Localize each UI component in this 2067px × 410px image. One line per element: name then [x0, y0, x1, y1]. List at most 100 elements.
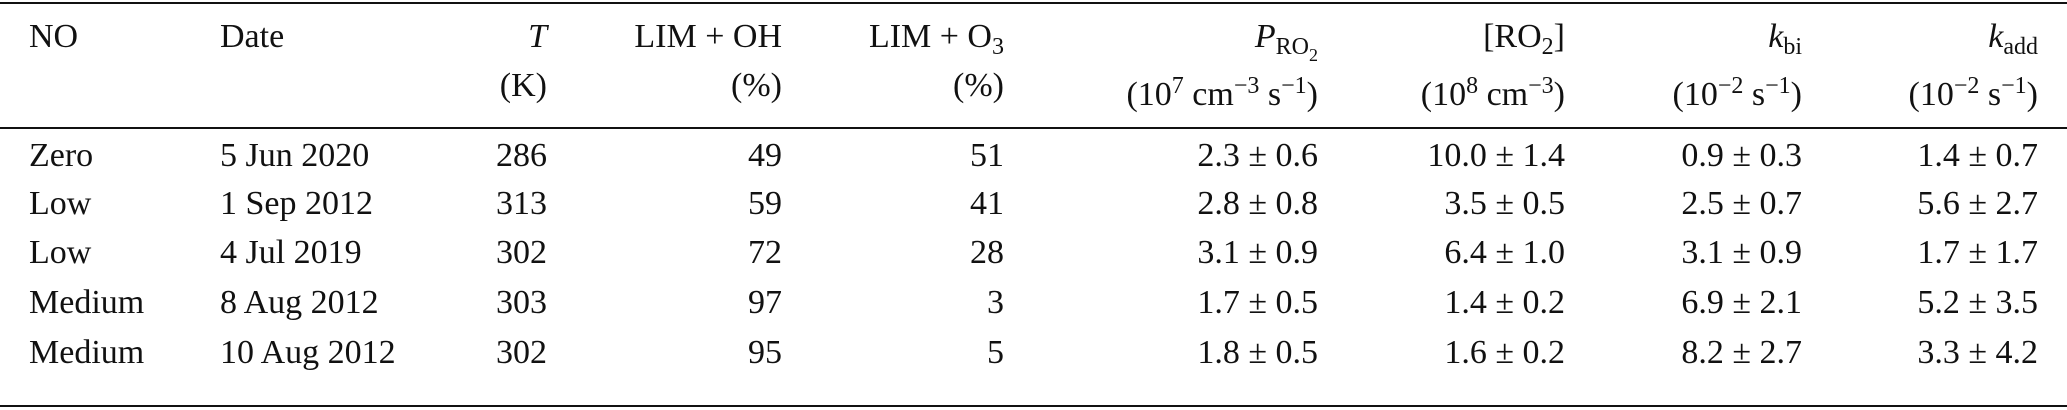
header-text: T	[528, 18, 547, 55]
table-cell: 303	[496, 284, 547, 321]
table-cell: 3	[987, 284, 1004, 321]
header-text: Date	[220, 18, 285, 55]
header-cell: (10−2 s−1)	[1909, 69, 2038, 112]
table-cell: Low	[29, 234, 92, 271]
table-cell: 3.5 ± 0.5	[1444, 185, 1565, 222]
header-text: P	[1254, 18, 1276, 55]
table-cell: 95	[748, 334, 782, 371]
header-text: (10	[1672, 76, 1718, 113]
table-cell: 72	[748, 234, 782, 271]
table-cell: Zero	[29, 137, 94, 174]
header-text: 8	[1466, 73, 1479, 99]
header-cell: (108 cm−3)	[1421, 69, 1565, 112]
table-cell: 1 Sep 2012	[220, 185, 373, 222]
table-cell: 5	[987, 334, 1004, 371]
table-cell: 49	[748, 137, 782, 174]
table-cell: 1.7 ± 1.7	[1917, 234, 2038, 271]
header-text: 3	[992, 34, 1004, 60]
header-cell: LIM + OH	[634, 20, 782, 54]
table-cell: 59	[748, 185, 782, 222]
header-cell: (107 cm−3 s−1)	[1126, 69, 1318, 112]
table-cell: 3.3 ± 4.2	[1917, 334, 2038, 371]
header-text: s	[1259, 76, 1282, 113]
table-cell: 313	[496, 185, 547, 222]
header-text: 2	[1541, 34, 1554, 60]
header-text: 2	[1309, 45, 1318, 65]
table-cell: 10 Aug 2012	[220, 334, 396, 371]
table-cell: 28	[970, 234, 1004, 271]
table-cell: 302	[496, 234, 547, 271]
header-cell: kadd	[1988, 18, 2038, 61]
header-text: s	[1979, 76, 2002, 113]
header-text: )	[1553, 76, 1565, 113]
header-cell: PRO2	[1254, 18, 1318, 66]
table-cell: 97	[748, 284, 782, 321]
header-text: (10	[1420, 76, 1467, 113]
table-cell: 8 Aug 2012	[220, 284, 379, 321]
header-text: [RO	[1483, 18, 1542, 55]
header-cell: NO	[29, 20, 78, 54]
header-text: k	[1768, 18, 1784, 55]
header-text: −3	[1233, 73, 1260, 99]
header-text: )	[2026, 76, 2038, 113]
header-text: LIM + OH	[634, 18, 782, 55]
header-cell: Date	[220, 20, 284, 54]
header-text: −1	[1765, 73, 1791, 99]
table-cell: 286	[496, 137, 547, 174]
header-text: −1	[2001, 73, 2027, 99]
header-text: (%)	[953, 67, 1004, 104]
header-cell: kbi	[1768, 18, 1802, 61]
header-text: RO	[1275, 34, 1309, 60]
header-text: s	[1743, 76, 1766, 113]
table-cell: 2.3 ± 0.6	[1197, 137, 1318, 174]
table-cell: 6.4 ± 1.0	[1444, 234, 1565, 271]
header-text: −1	[1281, 73, 1307, 99]
top-rule	[0, 2, 2067, 4]
table-cell: 302	[496, 334, 547, 371]
header-text: −2	[1717, 73, 1744, 99]
bottom-rule	[0, 405, 2067, 407]
table-cell: 3.1 ± 0.9	[1681, 234, 1802, 271]
header-text: 7	[1171, 73, 1184, 99]
header-text: )	[1790, 76, 1802, 113]
table-cell: 5 Jun 2020	[220, 137, 370, 174]
table-cell: 51	[970, 137, 1004, 174]
table-cell: Medium	[29, 284, 145, 321]
table-cell: 0.9 ± 0.3	[1681, 137, 1802, 174]
table-cell: 1.4 ± 0.7	[1917, 137, 2038, 174]
header-cell: (%)	[731, 69, 782, 103]
table-cell: 10.0 ± 1.4	[1427, 137, 1565, 174]
table-cell: 1.7 ± 0.5	[1197, 284, 1318, 321]
header-cell: (%)	[953, 69, 1004, 103]
table-cell: 41	[970, 185, 1004, 222]
header-text: cm	[1183, 76, 1234, 113]
header-text: k	[1988, 18, 2004, 55]
header-text: (10	[1908, 76, 1954, 113]
header-cell: T	[528, 20, 547, 54]
header-rule	[0, 127, 2067, 129]
header-text: (10	[1126, 76, 1172, 113]
table-cell: 6.9 ± 2.1	[1681, 284, 1802, 321]
table-cell: 1.6 ± 0.2	[1444, 334, 1565, 371]
header-text: bi	[1783, 34, 1802, 60]
table-cell: 4 Jul 2019	[220, 234, 362, 271]
table-cell: 5.6 ± 2.7	[1917, 185, 2038, 222]
header-text: (%)	[731, 67, 782, 104]
table-cell: 2.8 ± 0.8	[1197, 185, 1318, 222]
header-text: NO	[29, 18, 79, 55]
header-text: LIM + O	[868, 18, 992, 55]
header-text: −3	[1528, 73, 1554, 99]
table-cell: Low	[29, 185, 92, 222]
table-cell: 3.1 ± 0.9	[1197, 234, 1318, 271]
table-cell: 1.4 ± 0.2	[1444, 284, 1565, 321]
table-cell: Medium	[29, 334, 145, 371]
table-cell: 5.2 ± 3.5	[1917, 284, 2038, 321]
header-cell: (K)	[500, 69, 547, 103]
header-text: (K)	[499, 67, 547, 104]
header-text: ]	[1553, 18, 1565, 55]
header-text: )	[1306, 76, 1318, 113]
table-cell: 8.2 ± 2.7	[1681, 334, 1802, 371]
table-cell: 2.5 ± 0.7	[1681, 185, 1802, 222]
header-text: cm	[1478, 76, 1529, 113]
